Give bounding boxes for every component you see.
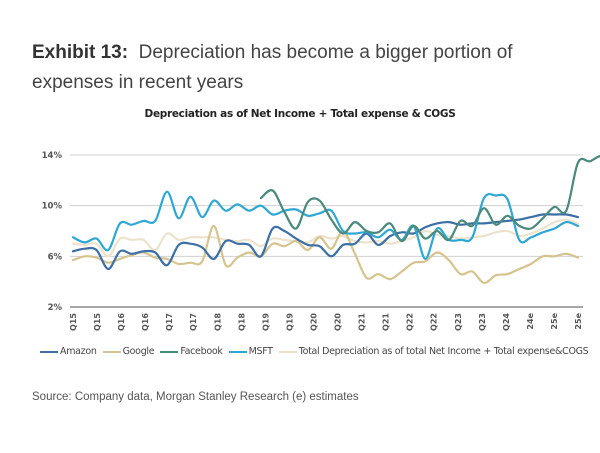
legend-label: Total Depreciation as of total Net Incom… bbox=[298, 346, 589, 357]
series-line-msft bbox=[71, 190, 580, 261]
x-tick-label: Q20 bbox=[309, 313, 318, 331]
source-note: Source: Company data, Morgan Stanley Res… bbox=[32, 391, 359, 403]
x-tick-label: Q18 bbox=[237, 313, 246, 331]
legend-item: MSFT bbox=[228, 346, 273, 357]
chart-title: Depreciation as of Net Income + Total ex… bbox=[144, 108, 456, 120]
x-tick-label: Q18 bbox=[213, 313, 222, 331]
y-tick-label: 14% bbox=[42, 151, 63, 161]
legend-item: Amazon bbox=[40, 346, 97, 357]
legend-label: Amazon bbox=[60, 346, 97, 357]
legend-label: MSFT bbox=[248, 346, 273, 357]
y-tick-label: 10% bbox=[42, 202, 63, 212]
legend-swatch bbox=[40, 350, 58, 353]
legend-label: Google bbox=[122, 346, 155, 357]
x-tick-label: 25e bbox=[574, 312, 583, 329]
series-line-facebook bbox=[259, 155, 600, 243]
x-tick-label: Q24 bbox=[502, 313, 511, 331]
x-tick-label: Q16 bbox=[117, 313, 126, 331]
x-tick-label: Q15 bbox=[69, 313, 78, 331]
x-tick-label: 24e bbox=[526, 312, 535, 329]
x-tick-label: Q22 bbox=[430, 313, 439, 331]
y-tick-label: 2% bbox=[48, 303, 63, 313]
x-tick-label: Q21 bbox=[382, 313, 391, 331]
legend-swatch bbox=[160, 350, 179, 353]
legend-item: Total Depreciation as of total Net Incom… bbox=[278, 346, 589, 357]
series-line-amazon bbox=[71, 213, 580, 271]
series-line-google bbox=[71, 224, 580, 285]
x-tick-label: Q23 bbox=[454, 313, 463, 331]
chart-legend: Amazon Google Facebook MSFT Total Depreciati… bbox=[40, 346, 594, 357]
x-tick-label: Q16 bbox=[141, 313, 150, 331]
legend-label: Facebook bbox=[180, 346, 223, 357]
x-tick-label: Q22 bbox=[406, 313, 415, 331]
legend-swatch bbox=[102, 350, 121, 353]
legend-item: Google bbox=[102, 346, 155, 357]
x-tick-label: Q19 bbox=[261, 313, 270, 331]
x-tick-label: Q19 bbox=[285, 313, 294, 331]
exhibit-label: Exhibit 13: bbox=[32, 42, 129, 63]
x-tick-label: Q17 bbox=[189, 313, 198, 331]
x-tick-label: Q15 bbox=[93, 313, 102, 331]
x-tick-label: 25e bbox=[550, 312, 559, 329]
x-tick-label: Q21 bbox=[358, 313, 367, 331]
x-tick-label: Q20 bbox=[334, 313, 343, 331]
x-tick-label: Q23 bbox=[478, 313, 487, 331]
y-tick-label: 6% bbox=[48, 252, 63, 262]
exhibit-title: Exhibit 13: Depreciation has become a bi… bbox=[32, 38, 572, 98]
legend-item: Facebook bbox=[160, 346, 223, 357]
x-tick-label: Q17 bbox=[165, 313, 174, 331]
legend-swatch bbox=[228, 350, 247, 353]
exhibit-title-text: Depreciation has become a bigger portion… bbox=[32, 42, 513, 93]
legend-swatch bbox=[278, 350, 297, 353]
series-line-total bbox=[71, 218, 580, 258]
